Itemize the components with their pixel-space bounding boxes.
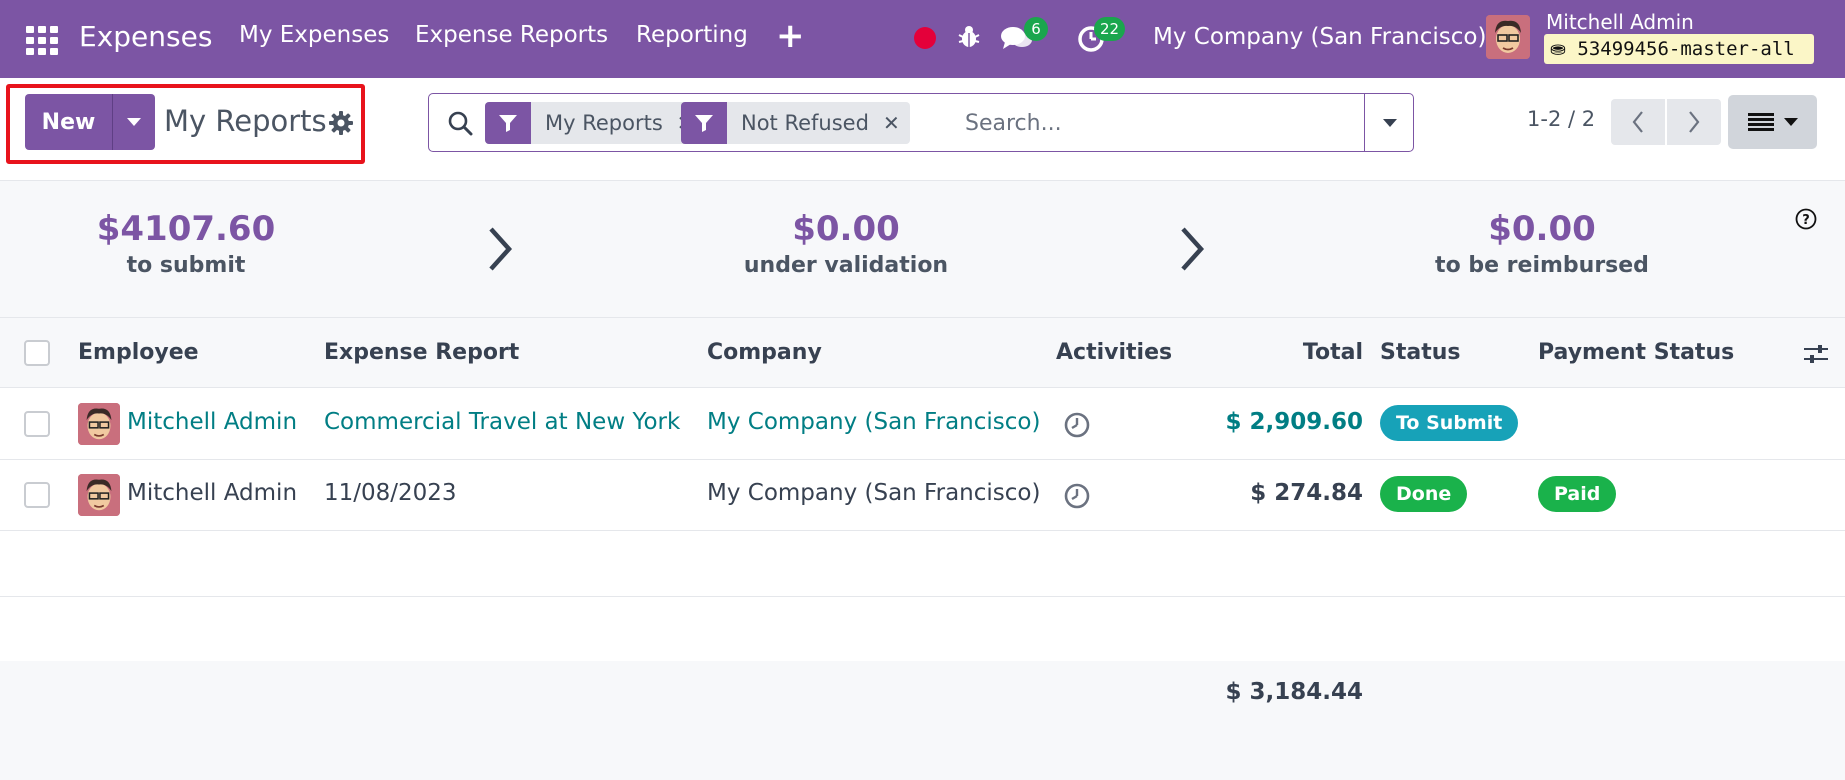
pager-value[interactable]: 1-2 / 2 xyxy=(1527,107,1596,131)
user-avatar[interactable] xyxy=(1486,15,1530,59)
column-total[interactable]: Total xyxy=(1302,340,1363,365)
new-button[interactable]: New xyxy=(25,94,113,150)
employee-name: Mitchell Admin xyxy=(127,480,298,506)
database-icon: ⛂ xyxy=(1550,38,1566,60)
chevron-left-icon xyxy=(1632,111,1643,133)
row-total: $ 274.84 xyxy=(1250,480,1363,506)
summary-amount: $0.00 xyxy=(792,209,900,249)
chevron-right-icon xyxy=(1689,111,1700,133)
highlight-box xyxy=(6,84,365,164)
menu-expense-reports[interactable]: Expense Reports xyxy=(415,22,609,48)
help-icon[interactable]: ? xyxy=(1795,208,1817,230)
plus-icon[interactable]: + xyxy=(776,16,805,56)
pager-previous-button[interactable] xyxy=(1611,99,1665,145)
caret-down-icon xyxy=(127,118,141,126)
summary-amount: $0.00 xyxy=(1488,209,1596,249)
company-name: My Company (San Francisco) xyxy=(707,480,1041,506)
menu-my-expenses[interactable]: My Expenses xyxy=(239,22,390,48)
facet-label: My Reports xyxy=(545,111,663,135)
gear-icon[interactable] xyxy=(328,110,354,136)
summary-to-be-reimbursed[interactable]: $0.00 to be reimbursed xyxy=(1435,209,1649,278)
search-input[interactable] xyxy=(965,102,1355,144)
optional-columns-icon[interactable] xyxy=(1802,342,1830,366)
user-name[interactable]: Mitchell Admin xyxy=(1546,10,1694,34)
svg-text:?: ? xyxy=(1802,213,1810,228)
column-activities[interactable]: Activities xyxy=(1056,340,1173,365)
table-row[interactable]: Mitchell Admin 11/08/2023 My Company (Sa… xyxy=(0,460,1845,531)
search-facet-my-reports: My Reports ✕ xyxy=(485,102,704,144)
summary-to-submit[interactable]: $4107.60 to submit xyxy=(97,209,276,278)
summary-amount: $4107.60 xyxy=(96,209,276,249)
employee-name[interactable]: Mitchell Admin xyxy=(127,409,298,435)
app-menu-grid-icon[interactable] xyxy=(26,26,58,55)
empty-row xyxy=(0,531,1845,597)
company-switcher[interactable]: My Company (San Francisco) xyxy=(1153,24,1487,50)
summary-label: under validation xyxy=(743,253,949,278)
row-checkbox[interactable] xyxy=(24,411,50,437)
filter-icon xyxy=(485,102,531,144)
empty-row xyxy=(0,597,1845,663)
remove-facet-icon[interactable]: ✕ xyxy=(882,111,900,135)
new-button-group: New xyxy=(25,94,155,150)
record-dot-icon[interactable] xyxy=(914,27,936,49)
status-badge: To Submit xyxy=(1380,405,1519,441)
database-name-chip: ⛂ 53499456-master-all xyxy=(1544,34,1814,64)
top-navbar: Expenses My Expenses Expense Reports Rep… xyxy=(0,0,1845,78)
status-badge: Done xyxy=(1380,476,1468,512)
search-options-toggle[interactable] xyxy=(1365,94,1415,151)
expense-summary-panel: $4107.60 to submit $0.00 under validatio… xyxy=(0,181,1845,318)
app-brand[interactable]: Expenses xyxy=(79,20,213,53)
pager-next-button[interactable] xyxy=(1667,99,1721,145)
control-panel-divider xyxy=(0,180,1845,181)
search-bar: My Reports ✕ Not Refused ✕ xyxy=(428,93,1414,152)
employee-avatar xyxy=(78,474,120,516)
activities-count-badge: 22 xyxy=(1094,17,1126,41)
summary-label: to submit xyxy=(126,253,246,278)
column-status[interactable]: Status xyxy=(1380,340,1461,365)
breadcrumb: My Reports xyxy=(164,104,327,138)
expense-report-name: 11/08/2023 xyxy=(324,480,457,506)
table-header: Employee Expense Report Company Activiti… xyxy=(0,318,1845,388)
activity-clock-icon[interactable] xyxy=(1063,482,1091,510)
summary-label: to be reimbursed xyxy=(1435,253,1649,278)
list-view-icon xyxy=(1747,113,1774,131)
column-payment-status[interactable]: Payment Status xyxy=(1538,340,1735,365)
expense-report-name[interactable]: Commercial Travel at New York xyxy=(324,409,681,435)
activity-clock-icon[interactable] xyxy=(1063,411,1091,439)
view-switcher-button[interactable] xyxy=(1728,95,1817,149)
company-name[interactable]: My Company (San Francisco) xyxy=(707,409,1041,435)
search-icon xyxy=(448,111,473,136)
search-divider xyxy=(1364,94,1365,151)
column-company[interactable]: Company xyxy=(707,340,822,365)
database-name: 53499456-master-all xyxy=(1577,38,1795,60)
filter-icon xyxy=(681,102,727,144)
caret-down-icon xyxy=(1383,118,1397,127)
chevron-right-icon xyxy=(489,227,513,271)
search-facet-not-refused: Not Refused ✕ xyxy=(681,102,910,144)
row-total: $ 2,909.60 xyxy=(1225,409,1363,435)
row-checkbox[interactable] xyxy=(24,482,50,508)
caret-down-icon xyxy=(1783,118,1798,126)
column-employee[interactable]: Employee xyxy=(78,340,199,365)
payment-status-badge: Paid xyxy=(1538,476,1617,512)
new-dropdown-toggle[interactable] xyxy=(113,94,155,150)
chevron-right-icon xyxy=(1181,227,1205,271)
facet-label: Not Refused xyxy=(741,111,869,135)
menu-reporting[interactable]: Reporting xyxy=(636,22,748,48)
bug-icon[interactable] xyxy=(956,24,982,50)
table-row[interactable]: Mitchell Admin Commercial Travel at New … xyxy=(0,389,1845,460)
messages-count-badge: 6 xyxy=(1024,17,1048,41)
sum-total: $ 3,184.44 xyxy=(1225,679,1363,705)
select-all-checkbox[interactable] xyxy=(24,340,50,366)
employee-avatar xyxy=(78,403,120,445)
column-expense-report[interactable]: Expense Report xyxy=(324,340,520,365)
table-footer: $ 3,184.44 xyxy=(0,661,1845,780)
summary-under-validation[interactable]: $0.00 under validation xyxy=(744,209,948,278)
